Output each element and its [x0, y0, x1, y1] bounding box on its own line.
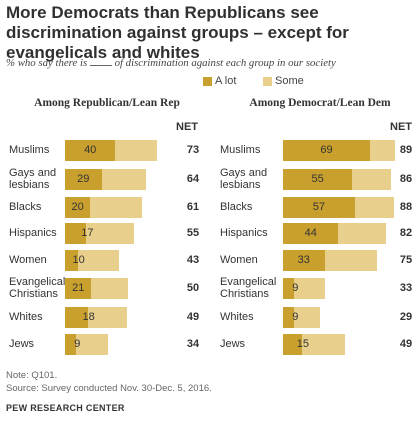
bar-value-a-lot-women-republican: 10: [72, 254, 84, 266]
legend-item-a-lot: A lot: [203, 75, 236, 87]
bar-value-a-lot-evangelical-christians-democrat: 9: [292, 282, 298, 294]
panel-title-democrat: Among Democrat/Lean Dem: [249, 97, 390, 109]
net-value-whites-democrat: 29: [400, 311, 412, 323]
net-value-jews-republican: 34: [187, 338, 199, 350]
net-value-blacks-republican: 61: [187, 201, 199, 213]
bar-some-muslims-republican: [115, 140, 157, 161]
category-label-jews-democrat: Jews: [220, 338, 245, 350]
bar-value-a-lot-muslims-republican: 40: [84, 144, 96, 156]
net-header-democrat: NET: [390, 121, 412, 133]
bar-value-a-lot-blacks-democrat: 57: [313, 201, 325, 213]
net-value-whites-republican: 49: [187, 311, 199, 323]
bar-value-a-lot-jews-democrat: 15: [297, 338, 309, 350]
legend-swatch-some: [263, 77, 272, 86]
net-value-jews-democrat: 49: [400, 338, 412, 350]
category-label-jews-republican: Jews: [9, 338, 34, 350]
net-value-muslims-democrat: 89: [400, 144, 412, 156]
bar-some-women-democrat: [325, 250, 378, 271]
net-value-evangelical-christians-republican: 50: [187, 282, 199, 294]
category-label-evangelical-christians-republican: Evangelical Christians: [9, 276, 65, 300]
net-header-republican: NET: [176, 121, 198, 133]
category-label-gays-and-lesbians-republican: Gays and lesbians: [9, 167, 56, 191]
subtitle-text-after: of discrimination against each group in …: [112, 57, 336, 69]
category-label-evangelical-christians-democrat: Evangelical Christians: [220, 276, 276, 300]
category-label-whites-democrat: Whites: [220, 311, 254, 323]
bar-some-evangelical-christians-republican: [91, 278, 128, 299]
bar-value-a-lot-muslims-democrat: 69: [320, 144, 332, 156]
bar-value-a-lot-gays-and-lesbians-republican: 29: [77, 173, 89, 185]
bar-value-a-lot-hispanics-democrat: 44: [305, 227, 317, 239]
net-value-gays-and-lesbians-republican: 64: [187, 173, 199, 185]
note: Note: Q101.: [6, 370, 57, 381]
bar-some-blacks-democrat: [355, 197, 394, 218]
bar-value-a-lot-gays-and-lesbians-democrat: 55: [312, 173, 324, 185]
source: Source: Survey conducted Nov. 30-Dec. 5,…: [6, 383, 212, 394]
chart-subtitle: % who say there is of discrimination aga…: [6, 56, 418, 69]
legend-item-some: Some: [263, 75, 304, 87]
panel-title-republican: Among Republican/Lean Rep: [34, 97, 180, 109]
category-label-gays-and-lesbians-democrat: Gays and lesbians: [220, 167, 267, 191]
category-label-muslims-republican: Muslims: [9, 144, 49, 156]
bar-some-gays-and-lesbians-democrat: [352, 169, 391, 190]
category-label-hispanics-democrat: Hispanics: [220, 227, 268, 239]
chart-title: More Democrats than Republicans see disc…: [6, 3, 416, 63]
bar-value-a-lot-evangelical-christians-republican: 21: [72, 282, 84, 294]
legend-label-a-lot: A lot: [215, 75, 236, 87]
bar-value-a-lot-women-democrat: 33: [298, 254, 310, 266]
category-label-blacks-democrat: Blacks: [220, 201, 252, 213]
category-label-blacks-republican: Blacks: [9, 201, 41, 213]
net-value-gays-and-lesbians-democrat: 86: [400, 173, 412, 185]
net-value-hispanics-republican: 55: [187, 227, 199, 239]
bar-some-evangelical-christians-democrat: [294, 278, 324, 299]
bar-some-hispanics-republican: [86, 223, 134, 244]
net-value-hispanics-democrat: 82: [400, 227, 412, 239]
net-value-muslims-republican: 73: [187, 144, 199, 156]
bar-value-a-lot-hispanics-republican: 17: [81, 227, 93, 239]
net-value-blacks-democrat: 88: [400, 201, 412, 213]
bar-value-a-lot-jews-republican: 9: [74, 338, 80, 350]
legend-label-some: Some: [275, 75, 304, 87]
bar-some-hispanics-democrat: [338, 223, 386, 244]
category-label-women-democrat: Women: [220, 254, 258, 266]
legend-swatch-a-lot: [203, 77, 212, 86]
category-label-muslims-democrat: Muslims: [220, 144, 260, 156]
bar-some-blacks-republican: [90, 197, 142, 218]
net-value-women-republican: 43: [187, 254, 199, 266]
category-label-women-republican: Women: [9, 254, 47, 266]
bar-some-jews-republican: [76, 334, 108, 355]
org-name: PEW RESEARCH CENTER: [6, 403, 125, 413]
bar-value-a-lot-whites-republican: 18: [83, 311, 95, 323]
bar-value-a-lot-whites-democrat: 9: [292, 311, 298, 323]
bar-some-gays-and-lesbians-republican: [102, 169, 146, 190]
category-label-hispanics-republican: Hispanics: [9, 227, 57, 239]
category-label-whites-republican: Whites: [9, 311, 43, 323]
subtitle-blank: [90, 56, 112, 66]
subtitle-text-before: % who say there is: [6, 57, 90, 69]
net-value-evangelical-christians-democrat: 33: [400, 282, 412, 294]
bar-some-muslims-democrat: [370, 140, 395, 161]
bar-value-a-lot-blacks-republican: 20: [71, 201, 83, 213]
net-value-women-democrat: 75: [400, 254, 412, 266]
